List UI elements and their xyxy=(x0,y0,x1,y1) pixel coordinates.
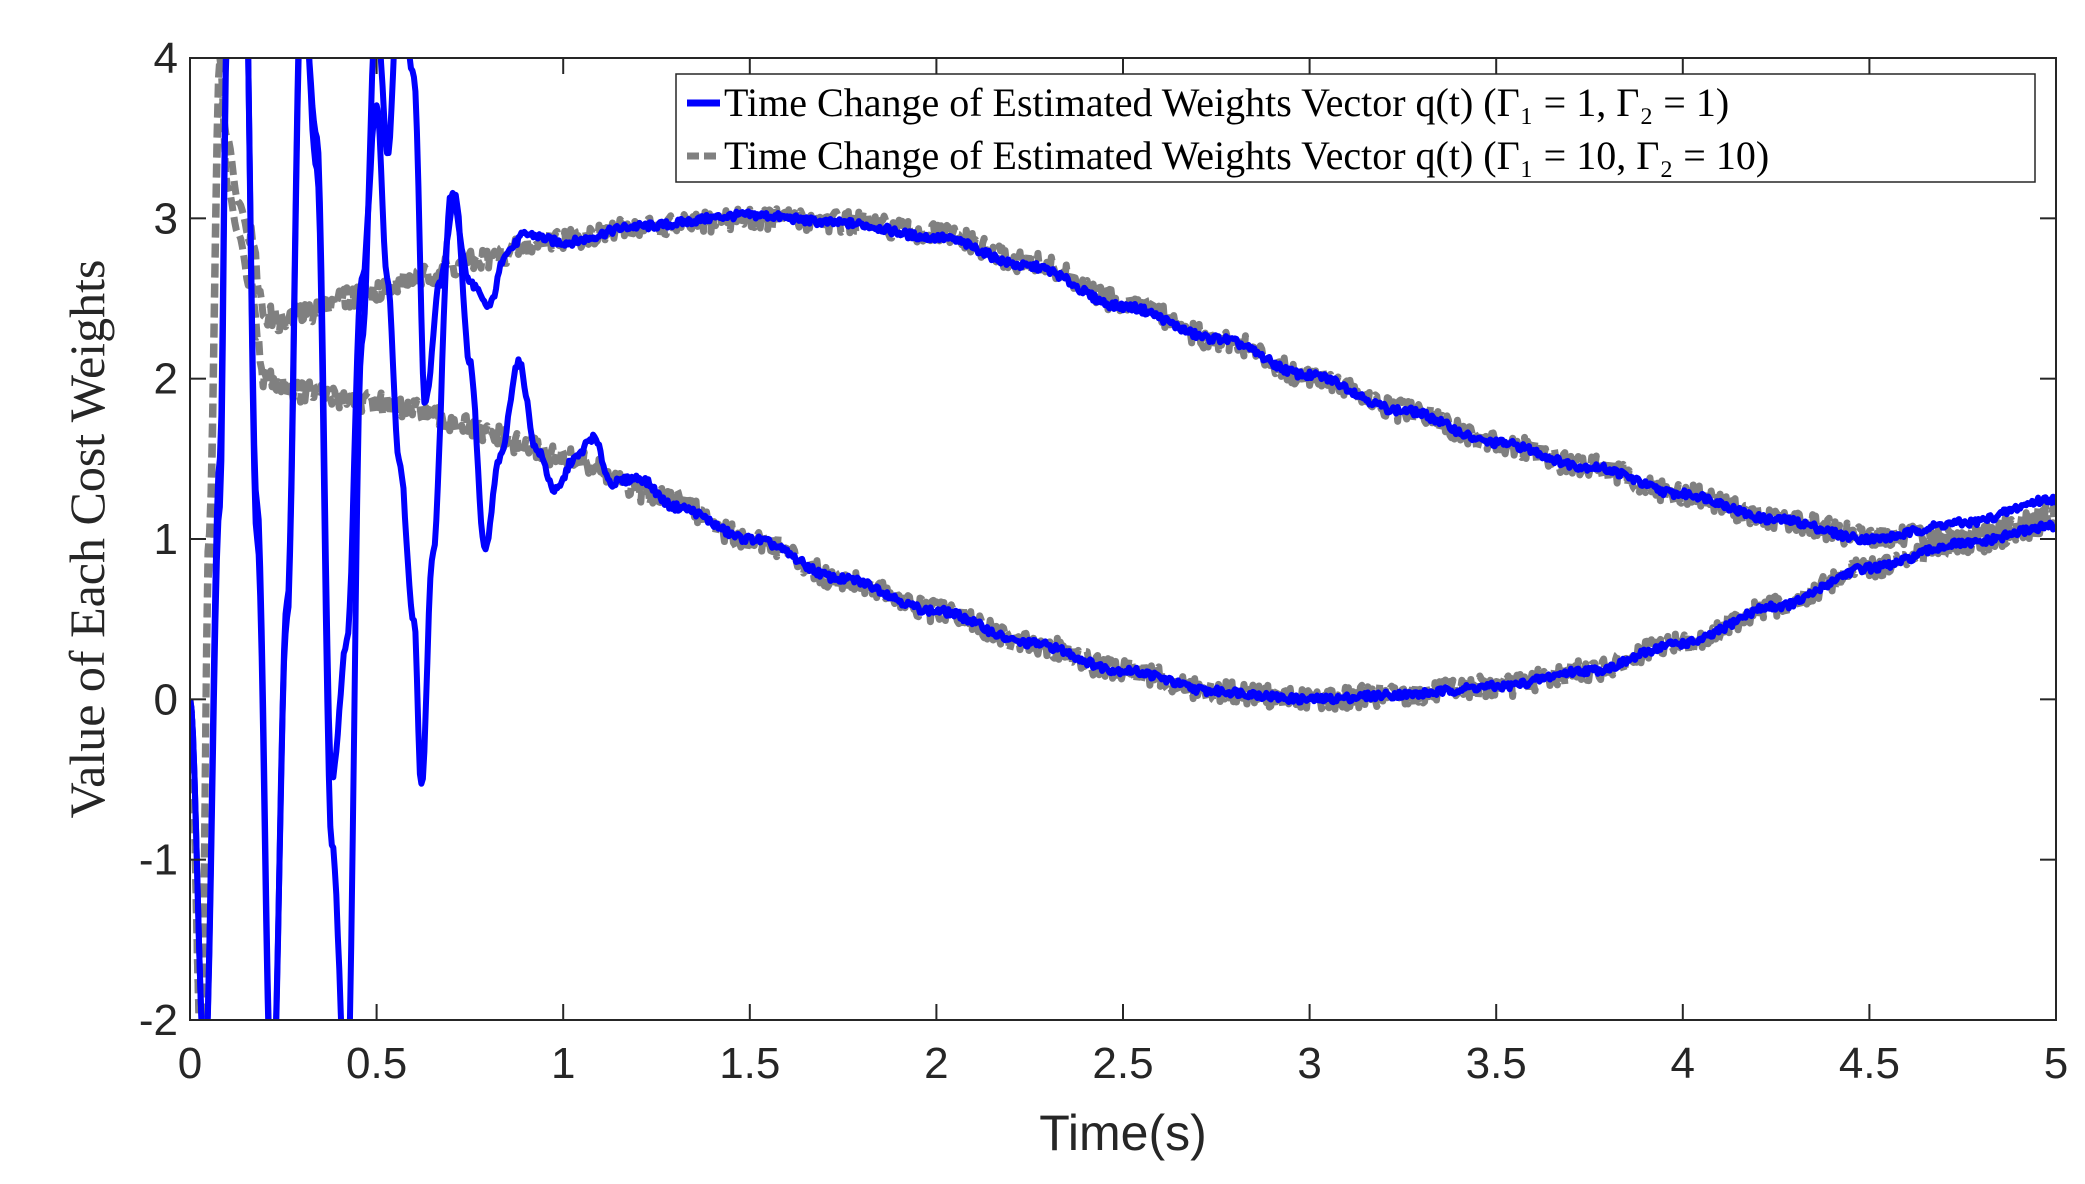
x-tick-label: 4.5 xyxy=(1839,1039,1900,1088)
legend-label-series-2: Time Change of Estimated Weights Vector … xyxy=(724,133,1769,178)
y-tick-label: -1 xyxy=(139,836,178,885)
series-1-q2-line xyxy=(190,58,2056,1020)
tick-layer: 0 0.5 1 1.5 2 2.5 3 3.5 4 4.5 5 -2 -1 0 1 2 3 4 xyxy=(139,34,2068,1088)
y-tick-label: 4 xyxy=(154,34,178,83)
x-tick-label: 1.5 xyxy=(719,1039,780,1088)
y-tick-label: 3 xyxy=(154,194,178,243)
x-tick-label: 2.5 xyxy=(1092,1039,1153,1088)
y-tick-label: 2 xyxy=(154,355,178,404)
x-tick-label: 1 xyxy=(551,1039,575,1088)
x-tick-label: 3.5 xyxy=(1466,1039,1527,1088)
y-tick-label: 1 xyxy=(154,515,178,564)
y-tick-label: 0 xyxy=(154,675,178,724)
series-1-q1-line xyxy=(190,58,2056,1020)
x-tick-label: 0 xyxy=(178,1039,202,1088)
legend: Time Change of Estimated Weights Vector … xyxy=(675,73,2036,183)
x-tick-label: 4 xyxy=(1671,1039,1695,1088)
plot-area xyxy=(190,58,2056,1020)
legend-box xyxy=(675,73,2036,183)
x-tick-label: 2 xyxy=(924,1039,948,1088)
x-tick-label: 3 xyxy=(1297,1039,1321,1088)
legend-label-series-1: Time Change of Estimated Weights Vector … xyxy=(724,80,1729,125)
x-axis-title: Time(s) xyxy=(1039,1105,1207,1161)
y-axis-title: Value of Each Cost Weights xyxy=(59,260,115,819)
x-tick-label: 5 xyxy=(2044,1039,2068,1088)
x-tick-label: 0.5 xyxy=(346,1039,407,1088)
y-tick-label: -2 xyxy=(139,996,178,1045)
series-layer xyxy=(190,58,2056,1020)
